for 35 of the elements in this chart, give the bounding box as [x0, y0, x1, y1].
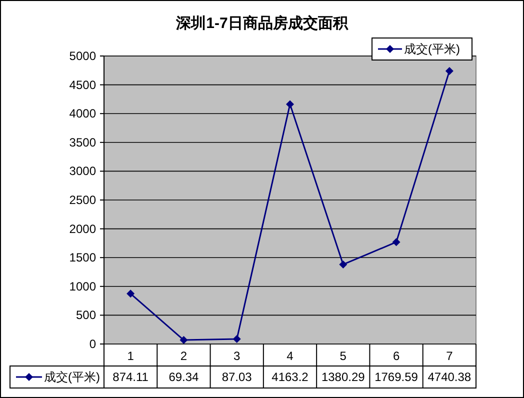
data-label: 1769.59 — [374, 370, 418, 384]
point — [339, 260, 348, 268]
y-tick-label: 2000 — [69, 222, 96, 236]
y-tick-label: 4500 — [69, 78, 96, 92]
x-tick-label: 6 — [392, 349, 400, 363]
data-label: 69.34 — [168, 370, 200, 384]
x-tick-label: 3 — [234, 349, 241, 363]
y-tick-label: 1500 — [69, 250, 96, 265]
x-tick-label: 7 — [446, 349, 454, 363]
point — [232, 334, 241, 343]
y-tick-label: 5000 — [69, 49, 96, 63]
x-tick-label: 5 — [340, 349, 347, 363]
x-tick-label: 1 — [127, 349, 134, 363]
text: 成交(平米) — [44, 370, 100, 384]
legend-label: 成交(平米) — [404, 42, 460, 56]
data-label: 4163.2 — [272, 370, 309, 384]
point — [445, 66, 454, 75]
x-tick-label: 4 — [286, 349, 294, 363]
point — [392, 238, 400, 246]
data-label: 87.03 — [222, 370, 252, 384]
point — [286, 100, 294, 108]
data-label: 874.11 — [112, 370, 149, 384]
y-tick-label: 3500 — [69, 135, 96, 150]
y-tick-label: 1000 — [69, 279, 96, 294]
point — [180, 336, 188, 344]
y-tick-label: 3000 — [69, 164, 96, 178]
point — [126, 290, 135, 298]
y-tick-label: 500 — [76, 308, 96, 322]
x-tick-label: 2 — [180, 349, 188, 363]
data-label: 1380.29 — [321, 370, 366, 384]
chart-title: 深圳1-7日商品房成交面积 — [175, 14, 349, 32]
y-tick-label: 0 — [89, 337, 96, 351]
data-label: 4740.38 — [428, 370, 472, 384]
y-tick-label: 4000 — [69, 106, 96, 121]
y-tick-label: 2500 — [69, 193, 96, 207]
